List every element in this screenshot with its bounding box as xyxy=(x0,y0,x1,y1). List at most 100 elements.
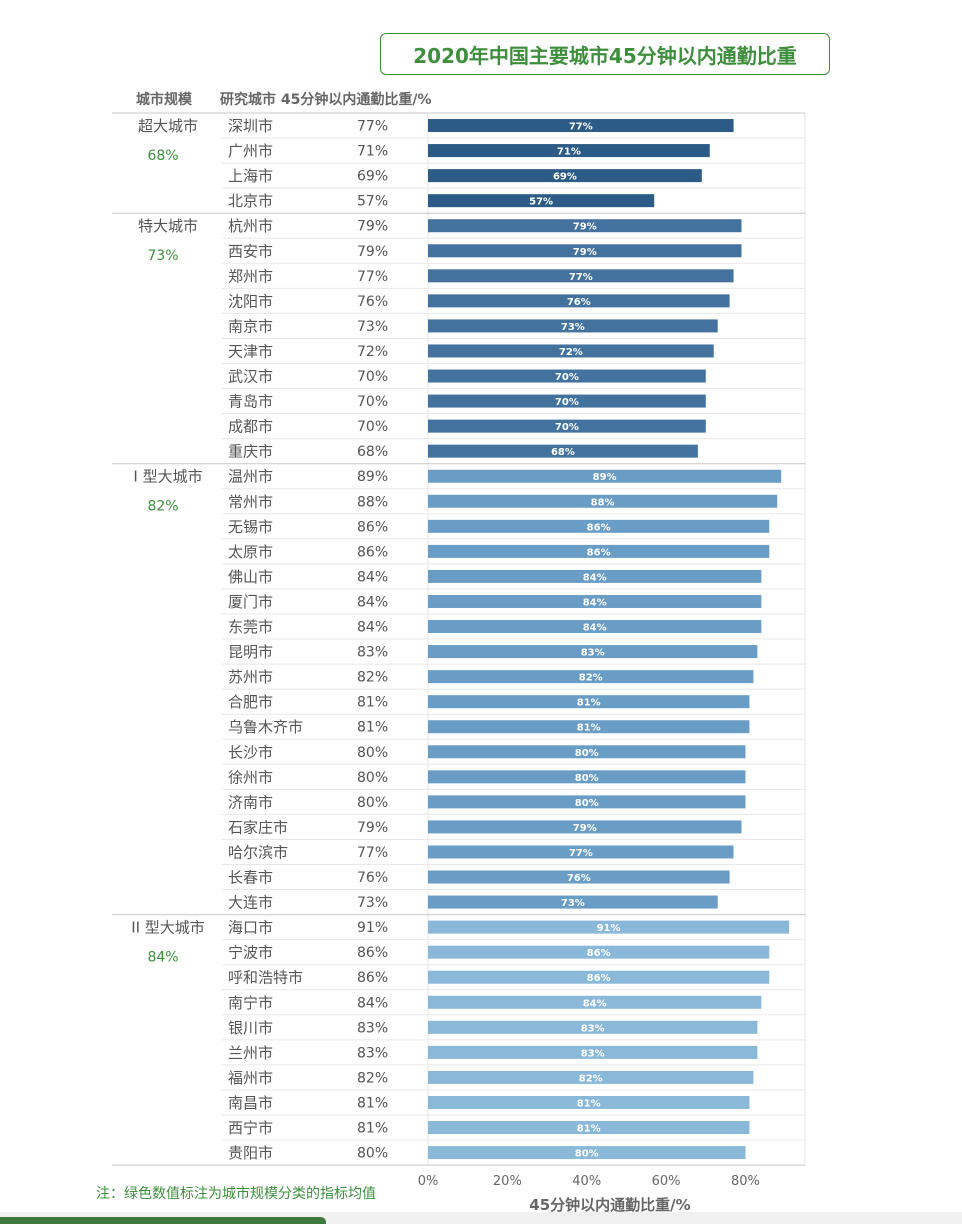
bar-data-label: 69% xyxy=(553,172,577,183)
city-label: 常州市 xyxy=(228,493,273,511)
value-label: 86% xyxy=(357,970,388,986)
city-label: 苏州市 xyxy=(228,668,273,686)
value-label: 77% xyxy=(357,269,388,285)
bar xyxy=(428,670,754,684)
bar xyxy=(428,319,718,333)
bar xyxy=(428,169,702,183)
city-label: 厦门市 xyxy=(228,593,273,611)
value-label: 83% xyxy=(357,645,388,661)
value-label: 72% xyxy=(357,344,388,360)
value-label: 81% xyxy=(357,1095,388,1111)
bar-data-label: 72% xyxy=(559,347,583,358)
city-label: 太原市 xyxy=(228,543,273,561)
bar xyxy=(428,745,746,759)
bar xyxy=(428,1045,758,1059)
city-label: 广州市 xyxy=(228,142,273,160)
city-label: 武汉市 xyxy=(228,368,273,386)
city-label: 呼和浩特市 xyxy=(228,969,303,987)
group-label: II 型大城市 xyxy=(131,919,205,937)
group-mean: 84% xyxy=(147,950,178,966)
group-label: 特大城市 xyxy=(138,217,198,235)
bar xyxy=(428,344,714,358)
group-label: I 型大城市 xyxy=(133,468,202,486)
value-label: 84% xyxy=(357,995,388,1011)
bar-data-label: 76% xyxy=(567,297,591,308)
value-label: 91% xyxy=(357,920,388,936)
x-tick-label: 60% xyxy=(652,1174,681,1189)
footnote: 注：绿色数值标注为城市规模分类的指标均值 xyxy=(96,1186,376,1202)
bar-data-label: 70% xyxy=(555,397,579,408)
city-label: 东莞市 xyxy=(228,618,273,636)
bar-data-label: 86% xyxy=(587,522,611,533)
city-label: 大连市 xyxy=(228,894,273,912)
value-label: 80% xyxy=(357,745,388,761)
bar-data-label: 73% xyxy=(561,898,585,909)
bar xyxy=(428,1020,758,1034)
bar xyxy=(428,845,734,859)
bar-data-label: 81% xyxy=(577,723,601,734)
value-label: 84% xyxy=(357,620,388,636)
city-label: 昆明市 xyxy=(228,643,273,661)
bar-data-label: 79% xyxy=(573,247,597,258)
city-label: 青岛市 xyxy=(228,393,273,411)
city-label: 海口市 xyxy=(228,919,273,937)
city-label: 沈阳市 xyxy=(228,292,273,310)
value-label: 77% xyxy=(357,119,388,135)
city-label: 徐州市 xyxy=(228,768,273,786)
chart-title: 2020年中国主要城市45分钟以内通勤比重 xyxy=(380,33,830,75)
value-label: 84% xyxy=(357,594,388,610)
value-label: 68% xyxy=(357,444,388,460)
bar-data-label: 83% xyxy=(581,648,605,659)
bar xyxy=(428,494,778,508)
value-label: 76% xyxy=(357,870,388,886)
city-label: 合肥市 xyxy=(228,693,273,711)
bar-data-label: 84% xyxy=(583,597,607,608)
bar xyxy=(428,419,706,433)
bar xyxy=(428,269,734,283)
x-axis-title: 45分钟以内通勤比重/% xyxy=(529,1196,690,1214)
bar-data-label: 80% xyxy=(575,748,599,759)
bar xyxy=(428,1146,746,1160)
bar-data-label: 84% xyxy=(583,572,607,583)
value-label: 84% xyxy=(357,569,388,585)
bar-data-label: 76% xyxy=(567,873,591,884)
x-tick-label: 40% xyxy=(572,1174,601,1189)
city-label: 无锡市 xyxy=(228,518,273,536)
column-header-city-value: 研究城市 45分钟以内通勤比重/% xyxy=(220,92,432,108)
bar-data-label: 80% xyxy=(575,798,599,809)
bar xyxy=(428,194,655,208)
bar-data-label: 79% xyxy=(573,222,597,233)
value-label: 73% xyxy=(357,895,388,911)
value-label: 86% xyxy=(357,945,388,961)
bar-data-label: 81% xyxy=(577,1098,601,1109)
bar xyxy=(428,294,730,308)
city-label: 天津市 xyxy=(228,342,273,360)
value-label: 70% xyxy=(357,369,388,385)
city-label: 济南市 xyxy=(228,793,273,811)
bar-data-label: 71% xyxy=(557,147,581,158)
bar xyxy=(428,795,746,809)
bar-data-label: 80% xyxy=(575,773,599,784)
city-label: 南宁市 xyxy=(228,994,273,1012)
value-label: 86% xyxy=(357,519,388,535)
bar xyxy=(428,119,734,133)
bar-data-label: 57% xyxy=(529,197,553,208)
bar-data-label: 88% xyxy=(591,497,615,508)
value-label: 77% xyxy=(357,845,388,861)
bar xyxy=(428,1121,750,1135)
city-label: 郑州市 xyxy=(228,267,273,285)
bar-data-label: 81% xyxy=(577,1124,601,1135)
bar xyxy=(428,144,710,158)
value-label: 73% xyxy=(357,319,388,335)
city-label: 西宁市 xyxy=(228,1119,273,1137)
bar-data-label: 86% xyxy=(587,547,611,558)
city-label: 银川市 xyxy=(228,1019,273,1037)
city-label: 重庆市 xyxy=(228,443,273,461)
city-label: 西安市 xyxy=(228,242,273,260)
bottom-accent-bar xyxy=(0,1217,326,1224)
bar-data-label: 86% xyxy=(587,973,611,984)
city-label: 长沙市 xyxy=(228,743,273,761)
bar xyxy=(428,244,742,258)
value-label: 70% xyxy=(357,419,388,435)
